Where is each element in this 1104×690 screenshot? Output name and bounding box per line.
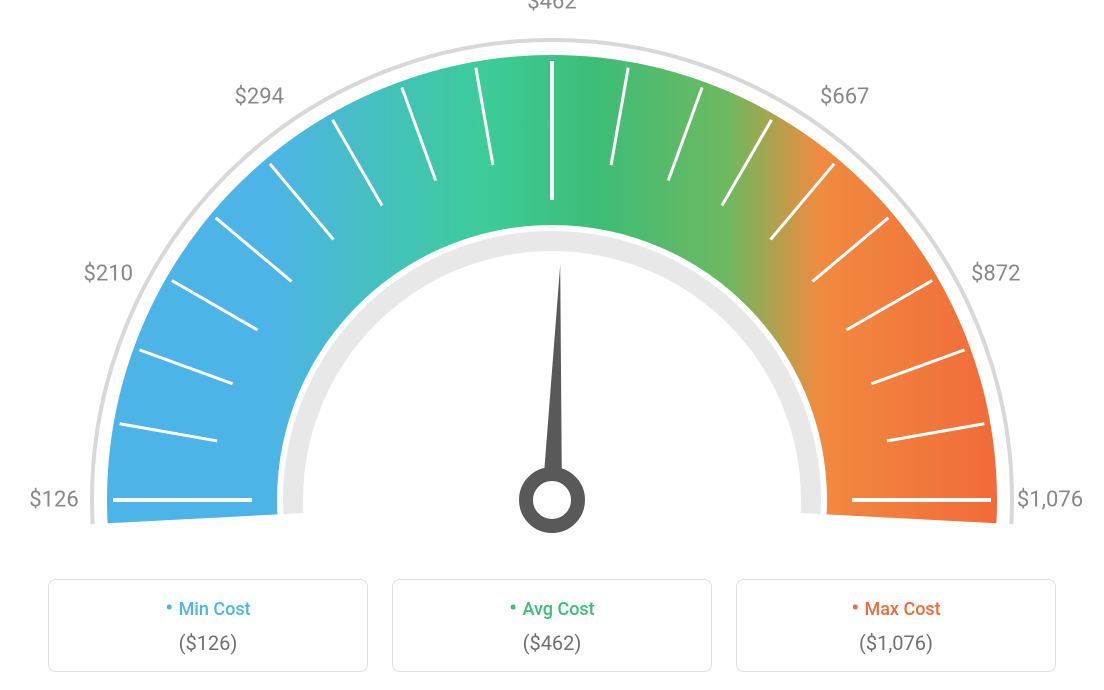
- legend-min-label: Min Cost: [69, 596, 347, 621]
- gauge-tick-label: $667: [820, 85, 869, 110]
- gauge-svg: [0, 0, 1104, 560]
- legend-avg-value: ($462): [413, 631, 691, 655]
- legend-row: Min Cost ($126) Avg Cost ($462) Max Cost…: [0, 579, 1104, 672]
- gauge-tick-label: $210: [84, 261, 133, 286]
- gauge-tick-label: $126: [29, 488, 78, 513]
- gauge-tick-label: $462: [527, 0, 576, 15]
- gauge-tick-label: $872: [971, 261, 1020, 286]
- gauge-tick-label: $1,076: [1017, 488, 1083, 513]
- legend-min-value: ($126): [69, 631, 347, 655]
- gauge-chart: $126 $210 $294 $462 $667 $872 $1,076: [0, 0, 1104, 560]
- legend-card-avg: Avg Cost ($462): [392, 579, 712, 672]
- gauge-tick-label: $294: [235, 85, 284, 110]
- legend-max-label: Max Cost: [757, 596, 1035, 621]
- legend-avg-label: Avg Cost: [413, 596, 691, 621]
- legend-card-max: Max Cost ($1,076): [736, 579, 1056, 672]
- legend-max-value: ($1,076): [757, 631, 1035, 655]
- legend-card-min: Min Cost ($126): [48, 579, 368, 672]
